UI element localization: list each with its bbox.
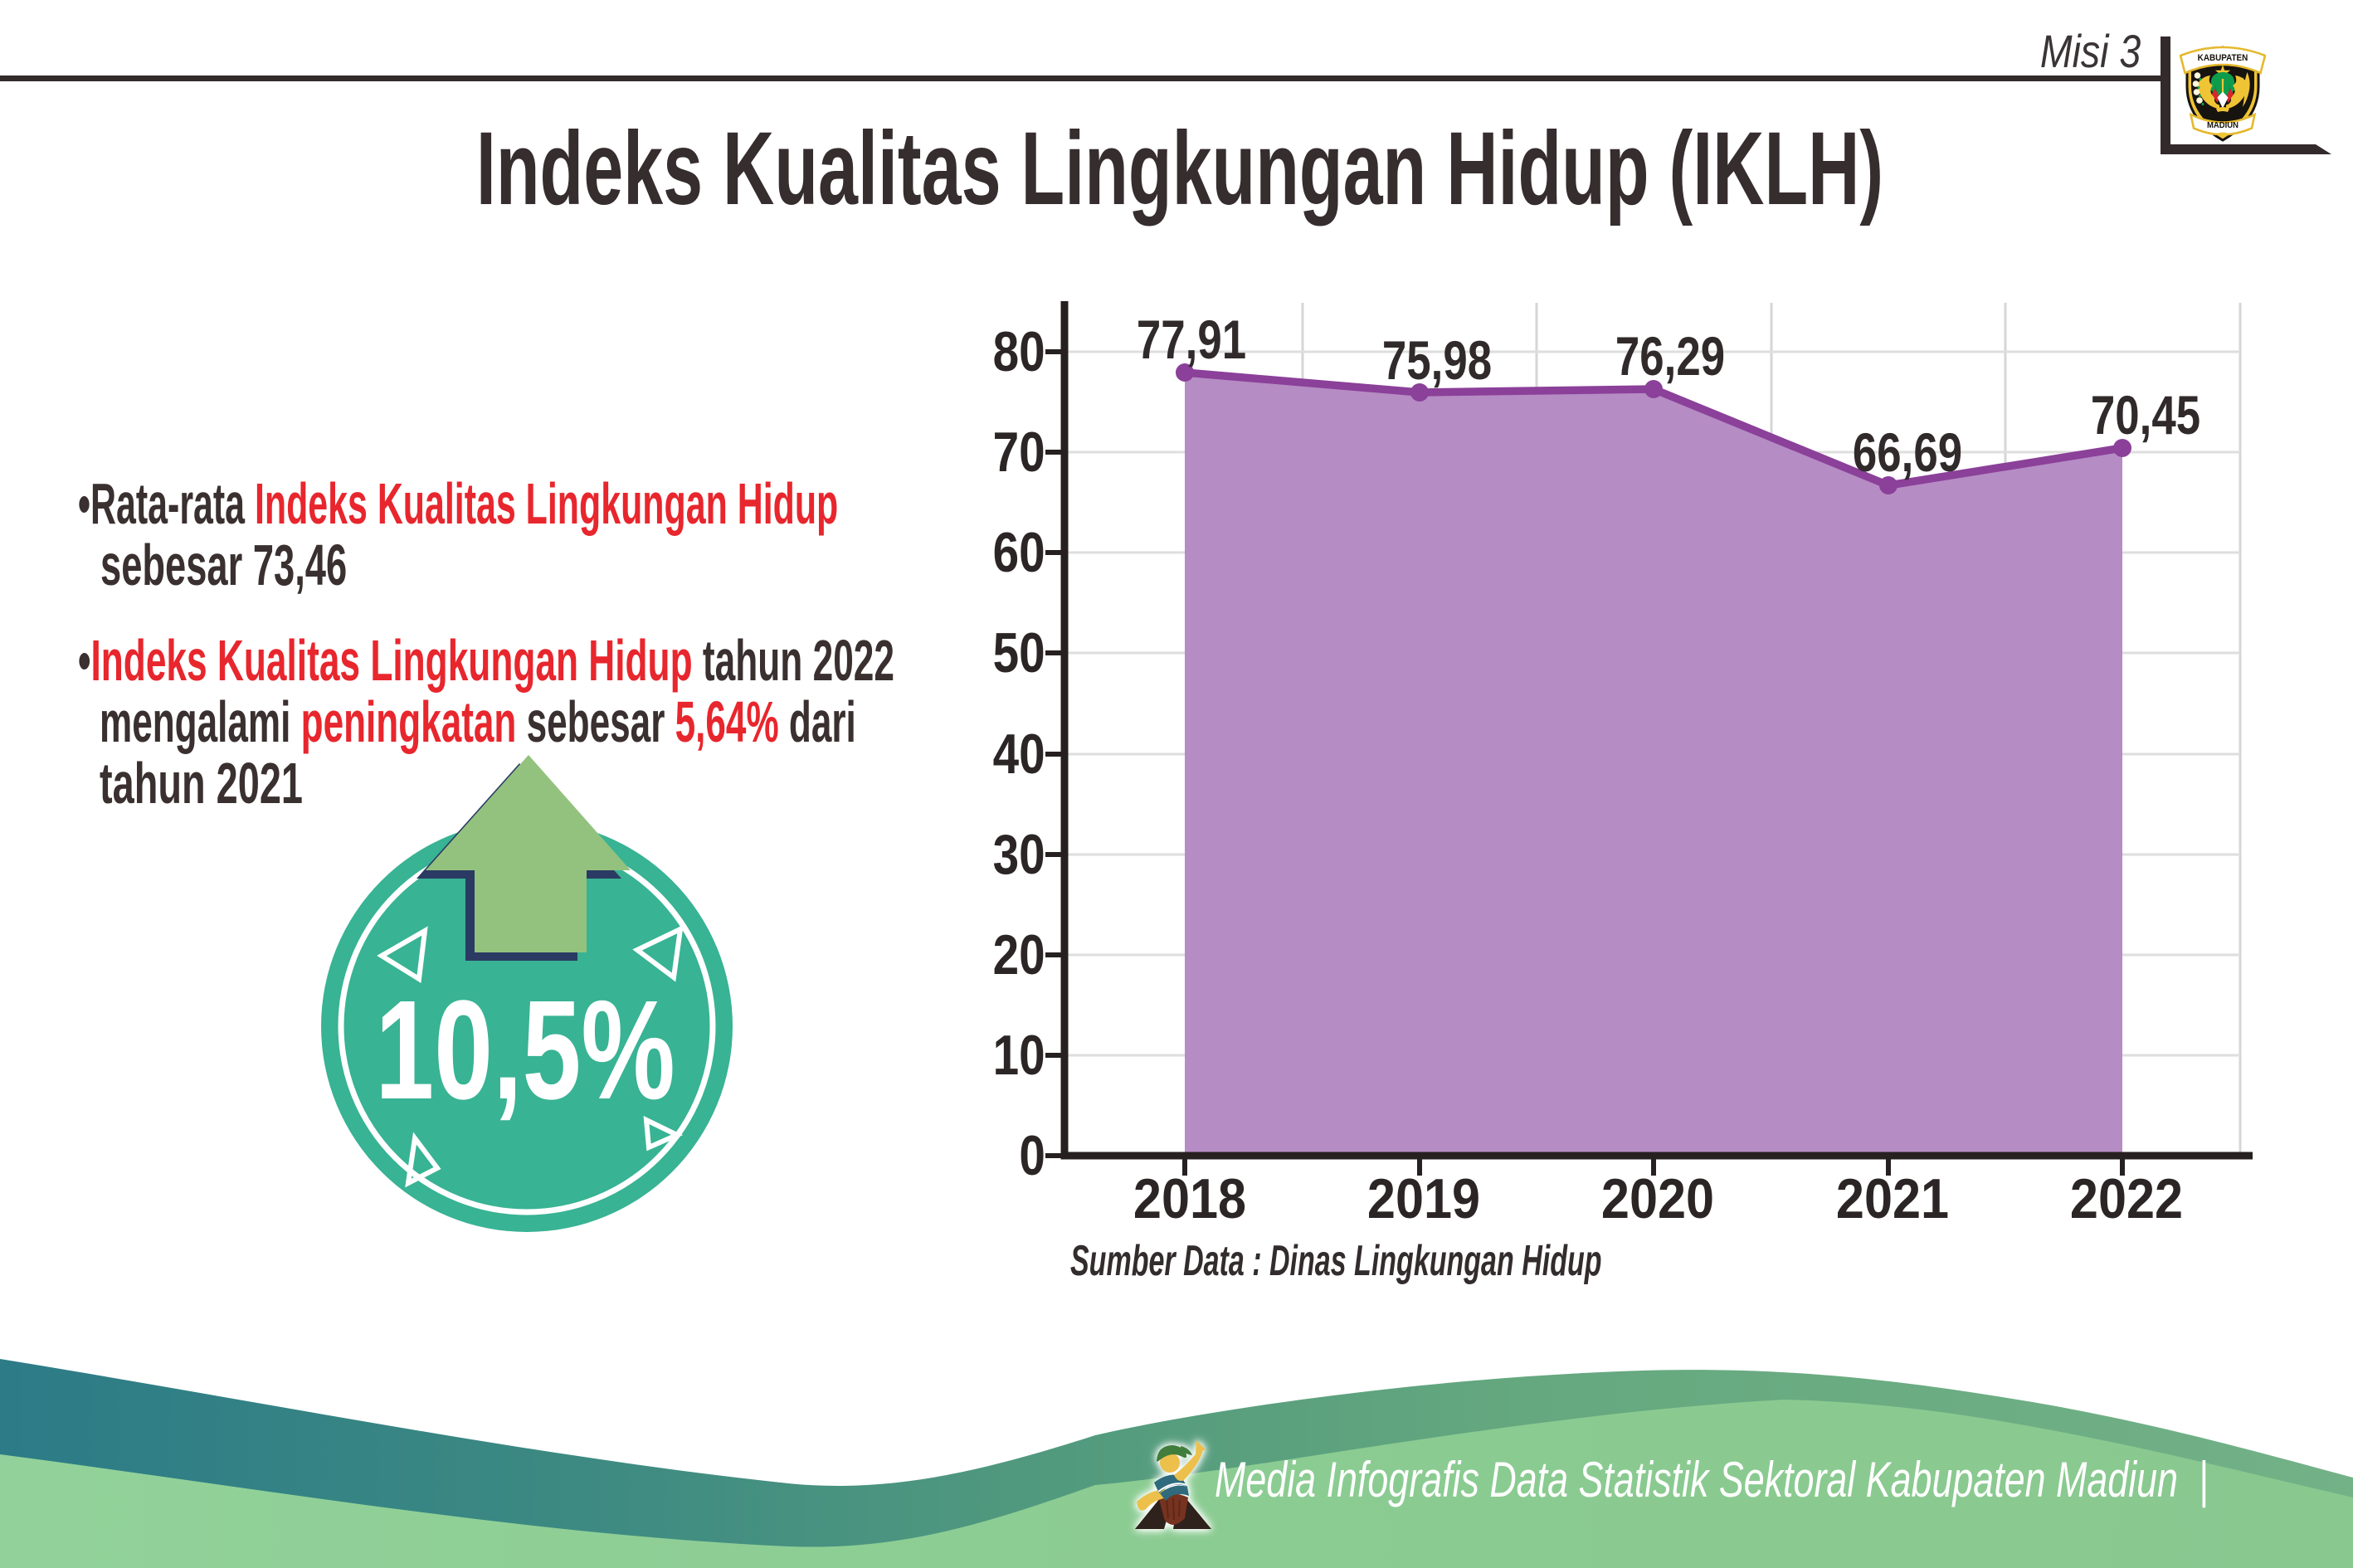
svg-text:MADIUN: MADIUN [2207, 121, 2239, 130]
svg-text:KABUPATEN: KABUPATEN [2198, 54, 2248, 64]
svg-text:10,5%: 10,5% [375, 971, 675, 1128]
